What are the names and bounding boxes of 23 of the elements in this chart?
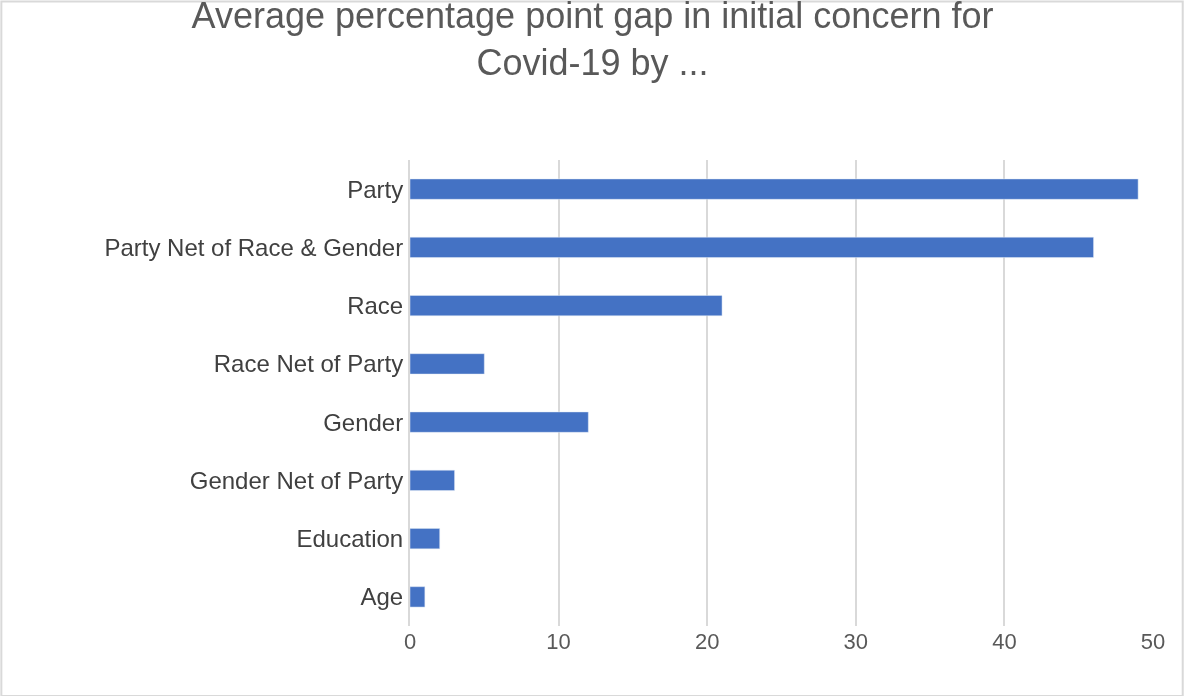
chart-title: Average percentage point gap in initial concern for Covid-19 by ...: [191, 0, 994, 83]
y-tick-label: Party Net of Race & Gender: [104, 233, 404, 261]
bar: [410, 353, 485, 375]
x-tick-label: 50: [1140, 629, 1166, 654]
x-tick-label: 40: [992, 629, 1017, 654]
x-tick-label: 20: [694, 629, 720, 654]
x-tick-label: 10: [546, 629, 571, 654]
y-tick-label: Race Net of Party: [213, 350, 404, 378]
y-tick-label: Party: [347, 175, 404, 203]
bar: [410, 295, 723, 317]
bar: [410, 236, 1094, 258]
x-tick-label: 0: [403, 629, 417, 654]
bar: [410, 178, 1139, 200]
y-tick-label: Gender: [323, 408, 404, 436]
bar: [410, 528, 440, 550]
y-tick-label: Age: [360, 583, 404, 611]
y-tick-label: Gender Net of Party: [189, 466, 404, 494]
y-tick-label: Race: [347, 292, 404, 320]
bar: [410, 586, 426, 608]
bar: [410, 469, 455, 491]
y-tick-label: Education: [296, 525, 404, 553]
bar: [410, 411, 589, 433]
x-tick-label: 30: [843, 629, 869, 654]
